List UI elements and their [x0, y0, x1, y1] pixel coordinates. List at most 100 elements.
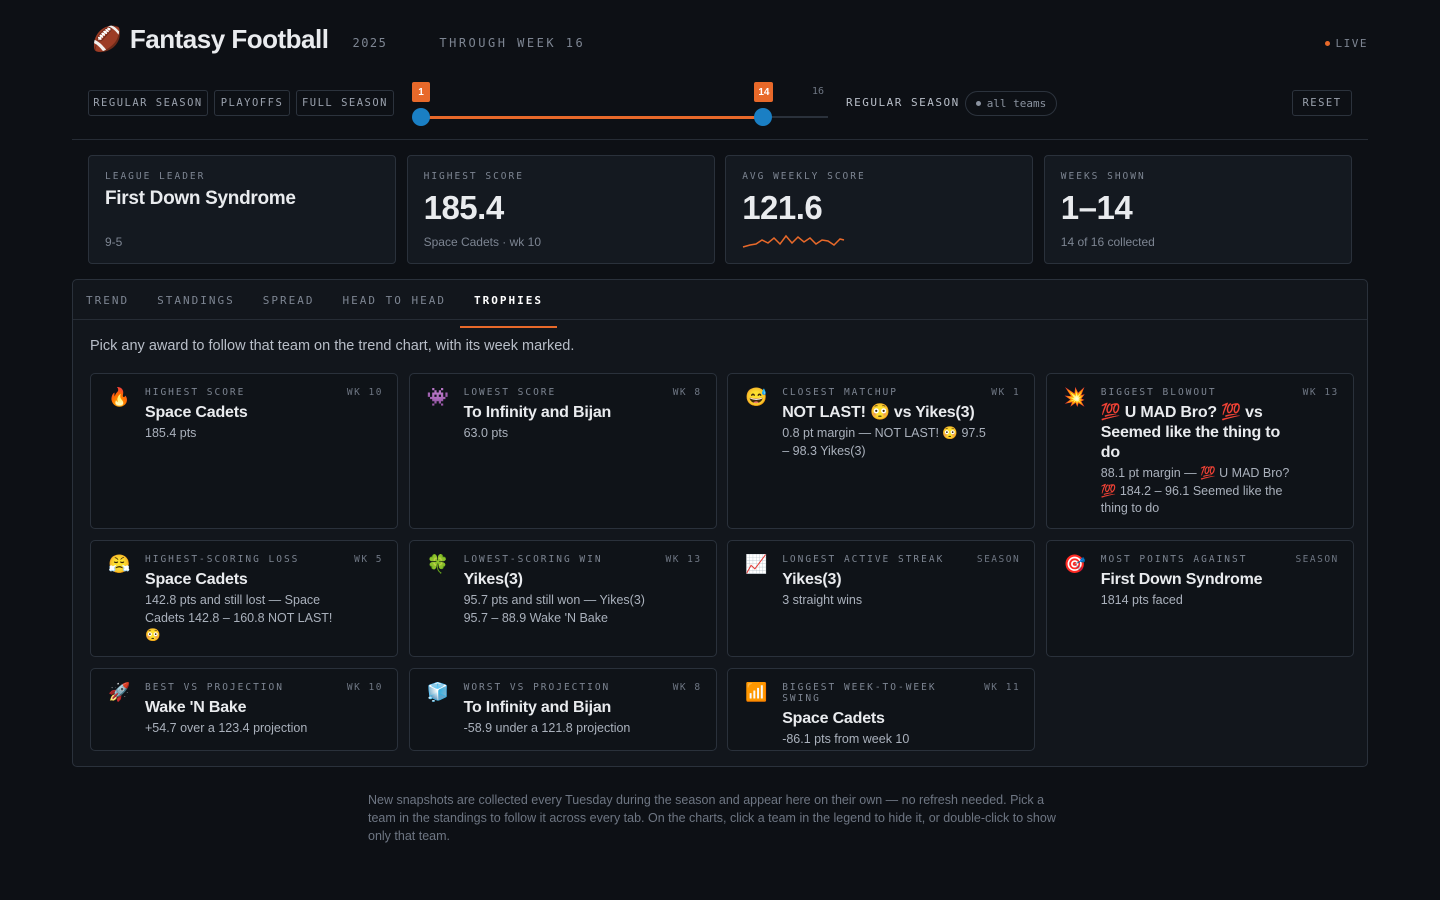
trophy-label: LOWEST SCORE: [463, 387, 557, 398]
trophy-tag: SEASON: [1295, 554, 1339, 565]
trophy-icon: 🎯: [1063, 554, 1087, 574]
tab[interactable]: TROPHIES: [459, 280, 557, 328]
trophy-detail: 185.4 pts: [145, 425, 381, 443]
stat-card: WEEKS SHOWN 1–14 14 of 16 collected: [1043, 155, 1352, 264]
trophy-team: Space Cadets: [145, 571, 248, 588]
trophy-icon: 📶: [745, 682, 768, 702]
trophy-card[interactable]: 🧊 WORST VS PROJECTION WK 8 To Infinity and …: [408, 668, 717, 751]
tab[interactable]: STANDINGS: [157, 293, 235, 307]
trophy-icon: 😅: [745, 387, 768, 407]
stat-value: 185.4: [423, 189, 505, 226]
team-filter[interactable]: all teams: [965, 91, 1057, 116]
stat-card: AVG WEEKLY SCORE 121.6: [725, 155, 1034, 264]
trophy-grid: 🔥 HIGHEST SCORE WK 10 Space Cadets 185.4 pts…: [90, 373, 1354, 751]
trophy-tag: WK 1: [991, 387, 1021, 398]
trophy-label: BIGGEST BLOWOUT: [1100, 387, 1217, 398]
trophy-label: CLOSEST MATCHUP: [782, 387, 898, 398]
trophy-detail: +54.7 over a 123.4 projection: [145, 720, 381, 738]
slider-handle[interactable]: [412, 108, 430, 126]
stat-value: First Down Syndrome: [105, 188, 296, 209]
detail-line: +54.7 over a 123.4 projection: [145, 721, 308, 735]
through-week: THROUGH WEEK 16: [439, 36, 586, 50]
panel: TREND STANDINGS SPREAD HEAD TO HEAD TROPHIES…: [72, 279, 1368, 767]
trophy-tag: WK 10: [346, 387, 383, 398]
detail-line: 184.2 – 96.1 Seemed like the thing to do: [1100, 483, 1283, 516]
trophy-card[interactable]: 👾 LOWEST SCORE WK 8 To Infinity and Bijan 63…: [408, 373, 717, 529]
trophy-team: To Infinity and Bijan: [463, 404, 612, 421]
week-slider: 1 14 16: [412, 80, 828, 126]
trophy-card[interactable]: 😤 HIGHEST-SCORING LOSS WK 5 Space Cadets 142…: [90, 540, 398, 657]
trophy-team: Space Cadets: [782, 710, 885, 727]
season-button[interactable]: FULL SEASON: [296, 90, 394, 116]
trophy-card[interactable]: 🍀 LOWEST-SCORING WIN WK 13 Yikes(3) 95.7 pts…: [408, 540, 717, 657]
season-button[interactable]: PLAYOFFS: [214, 90, 290, 116]
trophy-label: LOWEST-SCORING WIN: [463, 554, 603, 565]
stat-note: Space Cadets · wk 10: [423, 235, 541, 249]
season-year: 2025: [352, 36, 388, 50]
mode-label: REGULAR SEASON: [846, 96, 960, 109]
trophy-detail: 0.8 pt margin — NOT LAST! 😳 97.5 – 98.3 …: [782, 425, 1018, 460]
detail-line: 3 straight wins: [782, 593, 863, 607]
detail-line: 97.5 – 98.3 Yikes(3): [782, 426, 986, 458]
detail-line: 88.1 pt margin — 💯 U MAD Bro? 💯: [1100, 466, 1290, 498]
reset-button[interactable]: RESET: [1292, 90, 1352, 116]
stat-value: 1–14: [1060, 189, 1133, 226]
slider-max: 16: [811, 86, 824, 97]
sparkline: [742, 234, 845, 248]
detail-line: 142.8 – 160.8 NOT LAST! 😳: [145, 610, 333, 643]
trophy-detail: 142.8 pts and still lost — Space Cadets …: [145, 592, 381, 645]
trophy-icon: 💥: [1063, 387, 1087, 407]
detail-line: -86.1 pts from week 10: [782, 732, 910, 746]
trophy-tag: WK 8: [672, 387, 702, 398]
trophy-icon: 📈: [745, 554, 768, 574]
trophy-detail: 63.0 pts: [464, 425, 700, 443]
trophy-team: Space Cadets: [145, 404, 248, 421]
footer-note: New snapshots are collected every Tuesda…: [368, 793, 1056, 843]
tab-bar: TREND STANDINGS SPREAD HEAD TO HEAD TROPHIES: [73, 280, 1367, 328]
divider: [72, 139, 1368, 140]
trophy-label: LONGEST ACTIVE STREAK: [782, 554, 945, 565]
trophy-detail: -58.9 under a 121.8 projection: [464, 720, 700, 738]
trophy-detail: 3 straight wins: [782, 592, 1018, 610]
trophy-label: HIGHEST-SCORING LOSS: [145, 554, 300, 565]
detail-line: 95.7 – 88.9 Wake 'N Bake: [463, 610, 608, 625]
detail-line: 0.8 pt margin — NOT LAST! 😳: [782, 426, 958, 440]
slider-range: [421, 116, 764, 119]
stat-value: 121.6: [742, 189, 823, 226]
trophy-label: BEST VS PROJECTION: [145, 682, 284, 693]
detail-line: 142.8 pts and still lost — Space Cadets: [145, 593, 321, 625]
trophy-card[interactable]: 📈 LONGEST ACTIVE STREAK SEASON Yikes(3) 3 st…: [727, 540, 1036, 657]
tab[interactable]: SPREAD: [262, 293, 315, 307]
tab[interactable]: TREND: [86, 293, 130, 307]
trophy-icon: 🔥: [108, 387, 131, 407]
intro-text: Pick any award to follow that team on th…: [90, 338, 575, 354]
trophy-team: Yikes(3): [463, 571, 523, 588]
detail-line: 63.0 pts: [463, 426, 509, 440]
slider-handle[interactable]: [754, 108, 773, 126]
stat-card: LEAGUE LEADER First Down Syndrome 9-5: [88, 155, 396, 264]
trophy-team: Yikes(3): [782, 571, 842, 588]
tab[interactable]: HEAD TO HEAD: [342, 293, 446, 307]
trophy-label: MOST POINTS AGAINST: [1100, 554, 1248, 565]
header: 🏈 Fantasy Football 2025 THROUGH WEEK 16 …: [92, 22, 1368, 56]
trophy-detail: -86.1 pts from week 10: [782, 731, 1018, 749]
sparkline-path: [742, 234, 845, 248]
trophy-icon: 😤: [108, 554, 131, 574]
trophy-tag: WK 8: [672, 682, 702, 693]
trophy-tag: WK 13: [1302, 387, 1339, 398]
trophy-card[interactable]: 😅 CLOSEST MATCHUP WK 1 NOT LAST! 😳 vs Yikes…: [727, 373, 1036, 529]
trophy-card[interactable]: 🚀 BEST VS PROJECTION WK 10 Wake 'N Bake +54.…: [90, 668, 398, 751]
trophy-detail: 88.1 pt margin — 💯 U MAD Bro? 💯 184.2 – …: [1101, 465, 1337, 518]
slider-value: 1: [412, 82, 430, 102]
trophy-card[interactable]: 🔥 HIGHEST SCORE WK 10 Space Cadets 185.4 pts: [90, 373, 398, 529]
trophy-card[interactable]: 💥 BIGGEST BLOWOUT WK 13 💯 U MAD Bro? 💯 vs S…: [1045, 373, 1354, 529]
slider-value: 14: [754, 82, 774, 102]
season-button[interactable]: REGULAR SEASON: [88, 90, 208, 116]
trophy-tag: SEASON: [976, 554, 1021, 565]
trophy-card[interactable]: 🎯 MOST POINTS AGAINST SEASON First Down Syn…: [1045, 540, 1354, 657]
stat-note: 14 of 16 collected: [1060, 235, 1155, 249]
trophy-card[interactable]: 📶 BIGGEST WEEK-TO-WEEK SWING WK 11 Space Ca…: [727, 668, 1036, 751]
trophy-team: To Infinity and Bijan: [463, 699, 612, 716]
